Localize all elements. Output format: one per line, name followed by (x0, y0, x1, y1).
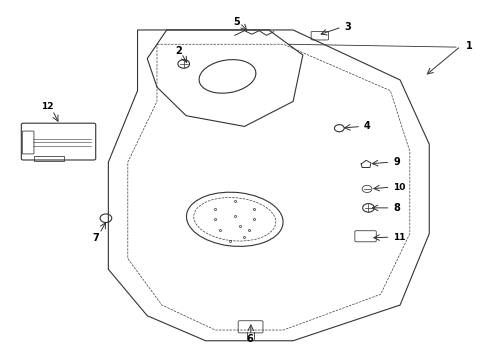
Text: 6: 6 (245, 334, 252, 344)
Text: 1: 1 (465, 41, 471, 51)
Text: 11: 11 (392, 233, 405, 242)
Text: 12: 12 (41, 102, 54, 111)
Text: 7: 7 (93, 233, 100, 243)
Text: 4: 4 (363, 121, 369, 131)
Text: 10: 10 (392, 183, 405, 192)
Text: 2: 2 (175, 46, 182, 56)
Text: 3: 3 (344, 22, 350, 32)
Text: 8: 8 (392, 203, 399, 213)
Text: 5: 5 (232, 17, 239, 27)
Text: 9: 9 (392, 157, 399, 167)
